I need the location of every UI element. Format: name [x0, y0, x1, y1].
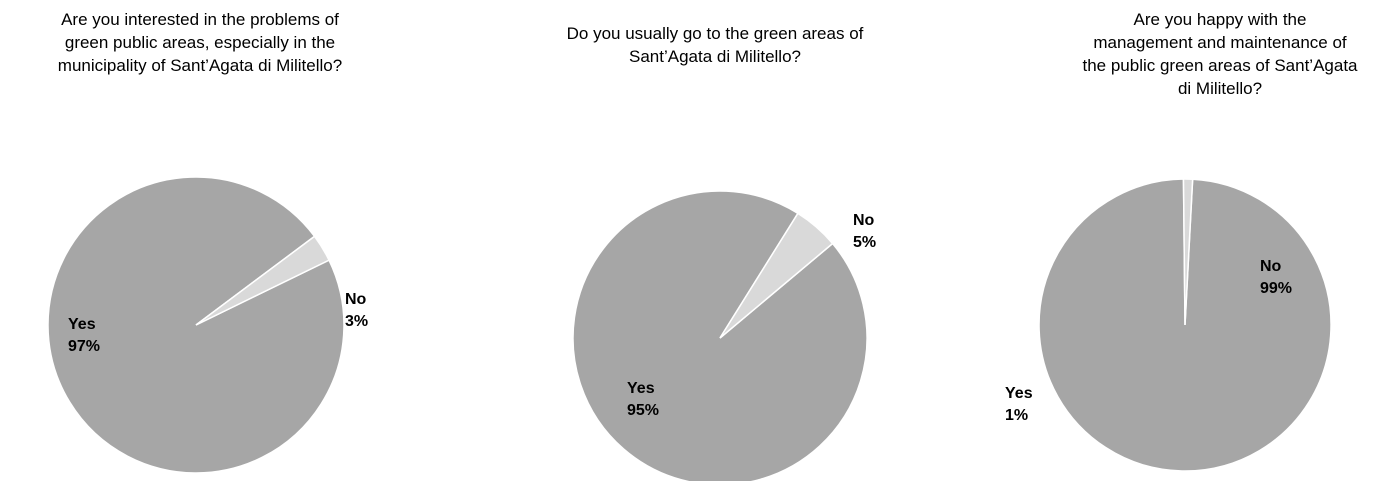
chart-interest: Yes 97% No 3% Are you interested in the pro… [0, 0, 400, 481]
slice-name: Yes [1005, 385, 1033, 402]
slice-name: Yes [68, 316, 96, 333]
chart-title: Are you interested in the problems of gr… [57, 10, 343, 75]
pie-chart-interest: Yes 97% No 3% [47, 176, 368, 474]
slice-label-yes: Yes 97% [68, 316, 100, 355]
slice-percent: 5% [853, 234, 876, 251]
pie-chart-visits: Yes 95% No 5% [572, 190, 876, 481]
pie-slice-no [719, 212, 834, 339]
chart-title: Are you happy with the management and ma… [1082, 10, 1358, 98]
slice-name: No [1260, 258, 1282, 275]
slice-name: No [853, 212, 875, 229]
slice-percent: 97% [68, 338, 100, 355]
slice-percent: 95% [627, 402, 659, 419]
chart-satisfaction: No 99% Yes 1% Are you happy with the manage… [960, 0, 1387, 481]
pie-slice-yes [572, 190, 868, 481]
pie-slice-yes [1182, 178, 1194, 326]
slice-label-no: No 99% [1260, 258, 1292, 297]
slice-percent: 3% [345, 313, 368, 330]
slice-percent: 99% [1260, 280, 1292, 297]
pie-chart-satisfaction: No 99% Yes 1% [1005, 178, 1332, 472]
chart-visits: Yes 95% No 5% Do you usually go to the gree… [480, 0, 950, 481]
slice-name: No [345, 291, 367, 308]
pie-slice-no [195, 235, 331, 326]
chart-title: Do you usually go to the green areas of … [566, 24, 864, 66]
slice-label-yes: Yes 1% [1005, 385, 1033, 424]
slice-percent: 1% [1005, 407, 1028, 424]
slice-label-no: No 5% [853, 212, 876, 251]
slice-label-no: No 3% [345, 291, 368, 330]
slice-name: Yes [627, 380, 655, 397]
slice-label-yes: Yes 95% [627, 380, 659, 419]
